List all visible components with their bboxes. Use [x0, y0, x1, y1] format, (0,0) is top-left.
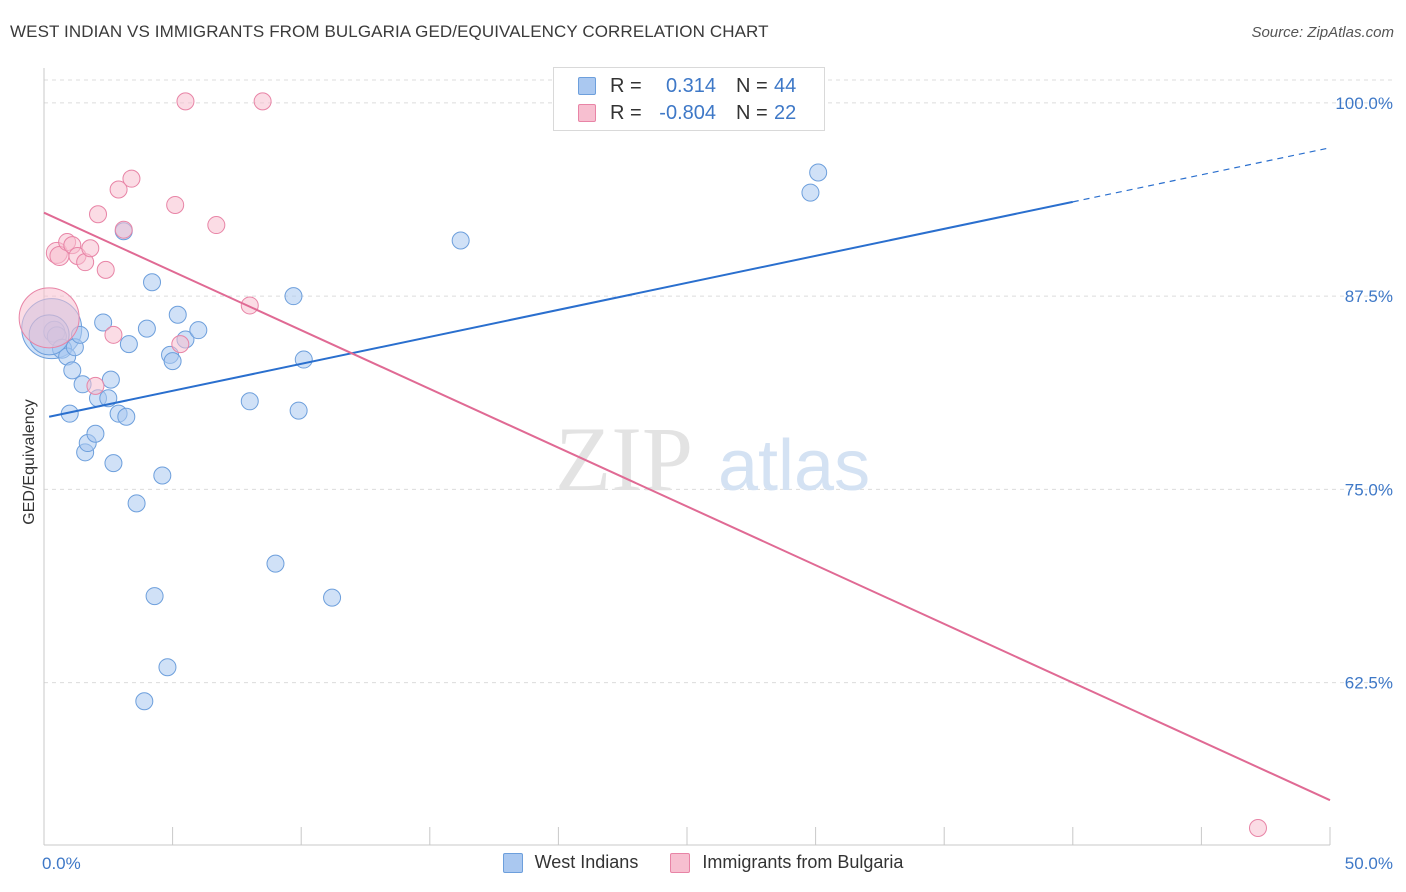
trend-line-extension	[1072, 147, 1331, 203]
stats-row-west-indians: R = 0.314 N = 44	[578, 73, 796, 99]
chart-title: WEST INDIAN VS IMMIGRANTS FROM BULGARIA …	[10, 22, 769, 41]
point-west-indians	[86, 424, 105, 443]
legend-item-west-indians[interactable]: West Indians	[502, 852, 639, 873]
point-west-indians	[137, 319, 156, 338]
r-label: R =	[610, 101, 642, 124]
point-west-indians	[119, 335, 138, 354]
point-bulgaria	[86, 376, 105, 395]
point-west-indians	[266, 554, 285, 573]
point-bulgaria	[166, 195, 185, 214]
data-points	[18, 92, 1267, 837]
point-west-indians	[101, 370, 120, 389]
point-bulgaria	[89, 205, 108, 224]
point-west-indians	[117, 407, 136, 426]
point-west-indians	[158, 658, 177, 677]
legend-swatch-bulgaria	[670, 852, 691, 873]
point-west-indians	[104, 454, 123, 473]
point-bulgaria	[104, 325, 123, 344]
trend-line-bulgaria	[43, 211, 1331, 802]
y-axis-label: GED/Equivalency	[21, 399, 38, 524]
r-label: R =	[610, 74, 642, 97]
point-bulgaria	[18, 287, 80, 349]
point-bulgaria	[171, 335, 190, 354]
source-label: Source: ZipAtlas.com	[1251, 24, 1394, 41]
point-bulgaria	[81, 239, 100, 258]
n-value: 22	[774, 101, 797, 124]
axes	[43, 68, 1331, 846]
watermark-zip: ZIP	[555, 408, 693, 510]
point-west-indians	[189, 321, 208, 340]
point-bulgaria	[207, 216, 226, 235]
point-west-indians	[153, 466, 172, 485]
y-tick-label: 100.0%	[1335, 94, 1393, 113]
swatch-west-indians	[578, 77, 596, 95]
point-west-indians	[63, 361, 82, 380]
point-west-indians	[94, 313, 113, 332]
point-west-indians	[145, 587, 164, 606]
legend-label: West Indians	[534, 852, 639, 872]
swatch-bulgaria	[578, 104, 596, 122]
trend-lines	[43, 147, 1331, 802]
point-west-indians	[143, 273, 162, 292]
legend-label: Immigrants from Bulgaria	[702, 852, 904, 872]
grid-lines	[44, 79, 1392, 684]
point-west-indians	[284, 287, 303, 306]
y-tick-label: 87.5%	[1345, 287, 1393, 306]
r-value: 0.314	[665, 74, 716, 97]
point-west-indians	[289, 401, 308, 420]
x-tick-label: 0.0%	[42, 854, 81, 873]
point-bulgaria	[176, 92, 195, 111]
x-tick-label: 50.0%	[1345, 854, 1393, 873]
legend-swatch-west-indians	[502, 852, 523, 873]
point-west-indians	[240, 392, 259, 411]
point-west-indians	[809, 163, 828, 182]
point-bulgaria	[122, 169, 141, 188]
point-west-indians	[168, 305, 187, 324]
point-bulgaria	[240, 296, 259, 315]
legend-item-bulgaria[interactable]: Immigrants from Bulgaria	[670, 852, 903, 873]
stats-legend: R = 0.314 N = 44 R = -0.804 N = 22	[553, 67, 825, 131]
trend-line-west-indians	[48, 200, 1074, 418]
watermark-atlas: atlas	[718, 426, 870, 506]
point-bulgaria	[1248, 818, 1267, 837]
series-legend: West Indians Immigrants from Bulgaria	[0, 852, 1406, 873]
point-west-indians	[801, 183, 820, 202]
stats-row-bulgaria: R = -0.804 N = 22	[578, 100, 796, 126]
point-bulgaria	[114, 220, 133, 239]
y-tick-label: 75.0%	[1345, 480, 1393, 499]
point-west-indians	[127, 494, 146, 513]
r-value: -0.804	[659, 101, 716, 124]
y-tick-label: 62.5%	[1345, 674, 1393, 693]
n-label: N =	[736, 101, 768, 124]
n-label: N =	[736, 74, 768, 97]
point-west-indians	[135, 692, 154, 711]
n-value: 44	[774, 74, 797, 97]
point-bulgaria	[253, 92, 272, 111]
point-west-indians	[451, 231, 470, 250]
point-west-indians	[163, 352, 182, 371]
point-west-indians	[323, 588, 342, 607]
point-bulgaria	[96, 260, 115, 279]
point-bulgaria	[109, 180, 128, 199]
tick-labels: 62.5% 75.0% 87.5% 100.0% 0.0% 50.0%	[42, 94, 1393, 873]
